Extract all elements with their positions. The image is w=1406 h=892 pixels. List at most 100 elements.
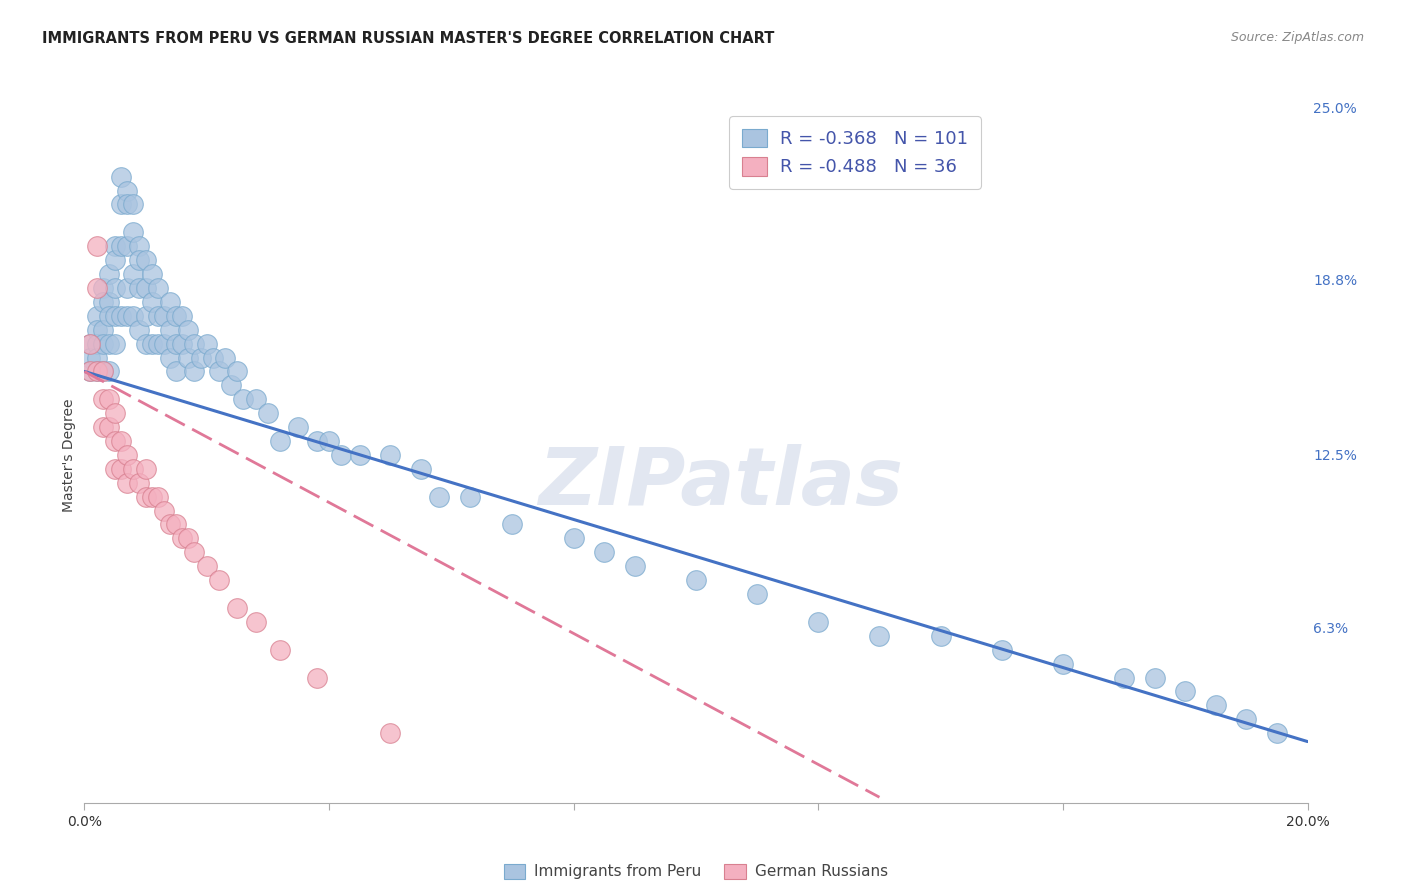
Point — [91, 420, 114, 434]
Point — [91, 392, 114, 407]
Point — [219, 378, 242, 392]
Point — [128, 253, 150, 268]
Point — [177, 532, 200, 546]
Point — [141, 336, 163, 351]
Point — [122, 267, 145, 281]
Point — [97, 364, 120, 378]
Point — [165, 517, 187, 532]
Point — [86, 239, 108, 253]
Point — [115, 184, 138, 198]
Y-axis label: Master's Degree: Master's Degree — [62, 398, 76, 512]
Point — [269, 434, 291, 448]
Point — [91, 336, 114, 351]
Point — [226, 364, 249, 378]
Point — [115, 197, 138, 211]
Point — [141, 490, 163, 504]
Point — [245, 392, 267, 407]
Point — [269, 642, 291, 657]
Point — [245, 615, 267, 629]
Point — [177, 351, 200, 365]
Point — [110, 309, 132, 323]
Point — [86, 364, 108, 378]
Point — [104, 309, 127, 323]
Point — [208, 364, 231, 378]
Point — [79, 351, 101, 365]
Point — [141, 267, 163, 281]
Point — [807, 615, 830, 629]
Point — [135, 281, 157, 295]
Point — [159, 351, 181, 365]
Point — [458, 490, 481, 504]
Point — [409, 462, 432, 476]
Point — [91, 294, 114, 309]
Point — [110, 197, 132, 211]
Point — [86, 309, 108, 323]
Point — [165, 309, 187, 323]
Point — [562, 532, 585, 546]
Point — [122, 462, 145, 476]
Point — [122, 309, 145, 323]
Point — [79, 336, 101, 351]
Point — [427, 490, 450, 504]
Point — [122, 197, 145, 211]
Point — [97, 309, 120, 323]
Point — [79, 364, 101, 378]
Point — [128, 475, 150, 490]
Point — [122, 225, 145, 239]
Point — [91, 364, 114, 378]
Point — [305, 434, 328, 448]
Point — [86, 281, 108, 295]
Point — [104, 253, 127, 268]
Point — [747, 587, 769, 601]
Point — [104, 406, 127, 420]
Point — [190, 351, 212, 365]
Point — [135, 336, 157, 351]
Point — [110, 169, 132, 184]
Point — [153, 503, 176, 517]
Point — [86, 364, 108, 378]
Point — [183, 545, 205, 559]
Point — [1205, 698, 1227, 713]
Point — [128, 323, 150, 337]
Point — [183, 364, 205, 378]
Point — [172, 336, 194, 351]
Point — [1143, 671, 1166, 685]
Legend: Immigrants from Peru, German Russians: Immigrants from Peru, German Russians — [498, 857, 894, 886]
Point — [115, 475, 138, 490]
Point — [153, 336, 176, 351]
Point — [128, 239, 150, 253]
Point — [110, 434, 132, 448]
Point — [91, 364, 114, 378]
Point — [159, 294, 181, 309]
Point — [135, 253, 157, 268]
Point — [135, 462, 157, 476]
Text: IMMIGRANTS FROM PERU VS GERMAN RUSSIAN MASTER'S DEGREE CORRELATION CHART: IMMIGRANTS FROM PERU VS GERMAN RUSSIAN M… — [42, 31, 775, 46]
Point — [79, 336, 101, 351]
Point — [330, 448, 353, 462]
Point — [1174, 684, 1197, 698]
Point — [593, 545, 616, 559]
Point — [146, 309, 169, 323]
Point — [1052, 657, 1074, 671]
Point — [1265, 726, 1288, 740]
Point — [104, 281, 127, 295]
Point — [214, 351, 236, 365]
Point — [318, 434, 340, 448]
Point — [104, 239, 127, 253]
Point — [86, 323, 108, 337]
Point — [1236, 712, 1258, 726]
Point — [86, 351, 108, 365]
Point — [110, 462, 132, 476]
Point — [305, 671, 328, 685]
Point — [380, 448, 402, 462]
Point — [79, 364, 101, 378]
Point — [115, 239, 138, 253]
Point — [159, 517, 181, 532]
Point — [208, 573, 231, 587]
Point — [104, 336, 127, 351]
Point — [110, 239, 132, 253]
Point — [991, 642, 1014, 657]
Point — [226, 601, 249, 615]
Point — [104, 462, 127, 476]
Point — [115, 281, 138, 295]
